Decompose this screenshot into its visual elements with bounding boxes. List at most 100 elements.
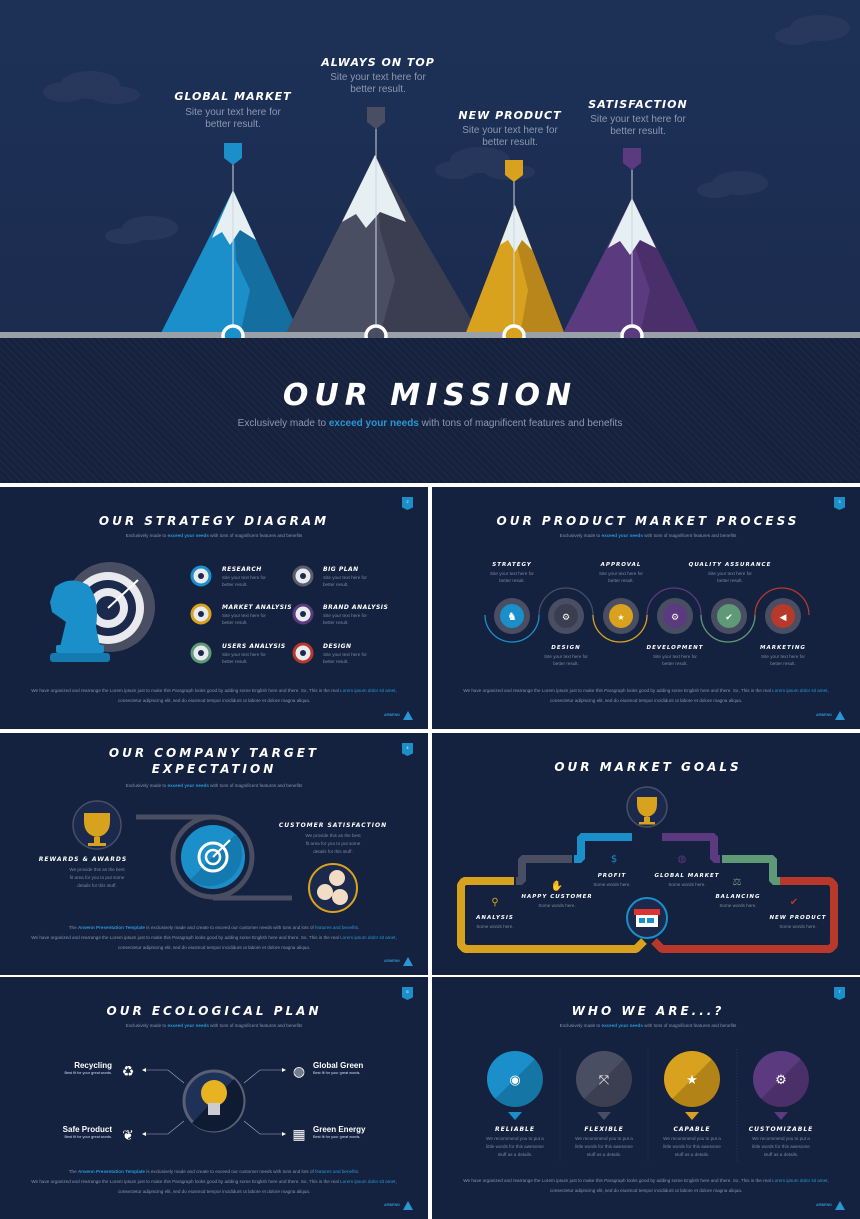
slide-subtitle: Exclusively made to exceed your needs wi… xyxy=(125,533,303,538)
who-label: Reliable xyxy=(495,1126,535,1133)
slide-title: Our Strategy Diagram xyxy=(98,514,330,528)
gear-cycle-icon xyxy=(663,604,687,628)
peak-text: Site your text here for better result. xyxy=(185,107,281,130)
slide-subtitle: Exclusively made to exceed your needs wi… xyxy=(125,783,303,788)
peak-title: New Product xyxy=(458,109,562,122)
chess-knight-icon xyxy=(50,580,110,662)
step-text: Site your text here for better result. xyxy=(599,571,643,583)
goal-text: Some words here. xyxy=(476,924,514,929)
flag-markers xyxy=(224,107,641,182)
goal-text: Some words here. xyxy=(538,903,576,908)
step-label: Marketing xyxy=(760,645,806,651)
item-text: Site your text here for better result. xyxy=(323,613,367,625)
step-label: Design xyxy=(551,645,581,651)
item-text: Site your text here for better result. xyxy=(323,575,367,587)
step-text: Site your text here for better result. xyxy=(653,654,697,666)
svg-text:♻: ♻ xyxy=(122,1064,135,1080)
mission-title: Our Mission xyxy=(282,378,578,413)
svg-text:♞: ♞ xyxy=(507,610,517,623)
slide-strategy-diagram: 2 Our Strategy Diagram Exclusively made … xyxy=(0,487,428,729)
pointer-triangles xyxy=(508,1112,788,1120)
customer-satisfaction-text: We provide this as the best fit area for … xyxy=(305,833,361,854)
megaphone-icon xyxy=(771,604,795,628)
who-label: Customizable xyxy=(748,1126,814,1133)
slide-market-goals: Our Market Goals ⚲ ✋ $ ◍ ⚖ ✔ Analysis Some … xyxy=(432,733,860,975)
svg-text:⚲: ⚲ xyxy=(491,897,498,908)
customer-satisfaction-label: Customer Satisfaction xyxy=(278,822,388,829)
goal-label: New Product xyxy=(769,915,827,921)
brand-logo: ARWENN xyxy=(384,1203,400,1207)
slide-title: Our Product Market Process xyxy=(496,514,800,528)
step-label: Strategy xyxy=(492,562,532,568)
who-graphics: ◉ ⤧ ★ ⚙ xyxy=(487,1049,810,1161)
brand-logo: ARWENN xyxy=(384,959,400,963)
item-label: Users Analysis xyxy=(222,643,286,650)
mountain-global-market xyxy=(160,190,300,335)
process-arcs xyxy=(484,587,810,643)
logo-icon xyxy=(835,711,845,720)
brand-logo: ARWENN xyxy=(816,1203,832,1207)
svg-text:⚖: ⚖ xyxy=(733,877,742,888)
logo-icon xyxy=(403,711,413,720)
slide-who-we-are: 7 Who We Are...? Exclusively made to exc… xyxy=(432,977,860,1219)
logo-icon xyxy=(403,1201,413,1210)
pin-lines xyxy=(232,124,633,326)
peak-title: Always on Top xyxy=(321,56,435,69)
eco-label: Safe Product xyxy=(62,1125,112,1134)
item-label: Market Analysis xyxy=(222,604,293,611)
slide-subtitle: Exclusively made to exceed your needs wi… xyxy=(559,533,737,538)
mountains-illustration xyxy=(0,15,860,348)
step-text: Site your text here for better result. xyxy=(708,571,752,583)
footer-paragraph: The Arwenn Presentation Template is excl… xyxy=(31,925,397,950)
svg-text:◍: ◍ xyxy=(293,1064,305,1080)
who-text: We recommend you to put a little words fo… xyxy=(663,1136,721,1157)
footer-paragraph: We have organized and rearrange the Lore… xyxy=(463,688,829,703)
who-icons: ◉ ⤧ ★ ⚙ xyxy=(509,1073,787,1088)
slide-title: Our Ecological Plan xyxy=(106,1004,322,1018)
item-text: Site your text here for better result. xyxy=(222,613,266,625)
mountain-always-on-top xyxy=(285,155,480,335)
step-text: Site your text here for better result. xyxy=(490,571,534,583)
svg-text:⚙: ⚙ xyxy=(671,613,679,623)
mountain-satisfaction xyxy=(562,198,700,335)
clouds xyxy=(43,15,850,244)
item-target-icons xyxy=(190,565,314,664)
slide-product-market-process: 3 Our Product Market Process Exclusively… xyxy=(432,487,860,729)
page-badge: 7 xyxy=(834,987,845,1000)
svg-text:⚙: ⚙ xyxy=(562,613,570,623)
svg-text:✔: ✔ xyxy=(790,897,798,908)
ground-line xyxy=(0,332,860,339)
goal-text: Some words here. xyxy=(668,882,706,887)
goal-icons: ⚲ ✋ $ ◍ ⚖ ✔ xyxy=(491,854,798,908)
who-label: Flexible xyxy=(584,1126,624,1133)
svg-text:$: $ xyxy=(611,854,617,865)
rewards-label: Rewards & Awards xyxy=(38,856,128,863)
who-text: We recommend you to put a little words fo… xyxy=(752,1136,810,1157)
hands-star-icon xyxy=(664,1051,720,1107)
gear-refresh-icon xyxy=(753,1051,809,1107)
who-text: We recommend you to put a little words fo… xyxy=(575,1136,633,1157)
svg-text:◀: ◀ xyxy=(780,613,787,623)
step-text: Site your text here for better result. xyxy=(544,654,588,666)
eco-label: Global Green xyxy=(313,1061,364,1070)
page-badge: 6 xyxy=(402,987,413,1000)
item-label: Research xyxy=(222,566,262,573)
brand-logo: ARWENN xyxy=(384,713,400,717)
logo-icon xyxy=(403,957,413,966)
chess-knight-icon xyxy=(500,604,524,628)
slide-ecological-plan: 6 Our Ecological Plan Exclusively made t… xyxy=(0,977,428,1219)
svg-text:◍: ◍ xyxy=(678,854,687,865)
slide-title: Who We Are...? xyxy=(571,1004,725,1018)
goal-text: Some words here. xyxy=(719,903,757,908)
film-reel-icon xyxy=(554,604,578,628)
dividers xyxy=(559,1049,738,1161)
goal-label: Analysis xyxy=(476,915,514,921)
hero-slide-our-mission: Global Market Site your text here for bet… xyxy=(0,0,860,483)
step-text: Site your text here for better result. xyxy=(761,654,805,666)
who-text: We recommend you to put a little words fo… xyxy=(486,1136,544,1157)
target-graphics xyxy=(72,800,358,913)
eco-label: Green Energy xyxy=(313,1125,366,1134)
goal-label: Global Market xyxy=(654,873,720,879)
slide-company-target: 4 Our Company Target Expectation Exclusi… xyxy=(0,733,428,975)
goal-label: Happy Customer xyxy=(521,894,593,900)
